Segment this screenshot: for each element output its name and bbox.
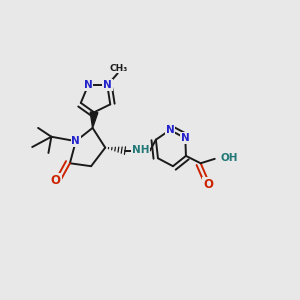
Text: NH: NH — [132, 145, 150, 155]
Text: O: O — [203, 178, 213, 191]
Text: OH: OH — [221, 153, 238, 163]
Text: N: N — [166, 125, 174, 135]
Text: N: N — [84, 80, 92, 90]
Text: CH₃: CH₃ — [110, 64, 128, 73]
Text: N: N — [103, 80, 112, 90]
Text: O: O — [51, 174, 61, 188]
Text: N: N — [71, 136, 80, 146]
Polygon shape — [90, 112, 98, 128]
Text: N: N — [181, 133, 190, 143]
